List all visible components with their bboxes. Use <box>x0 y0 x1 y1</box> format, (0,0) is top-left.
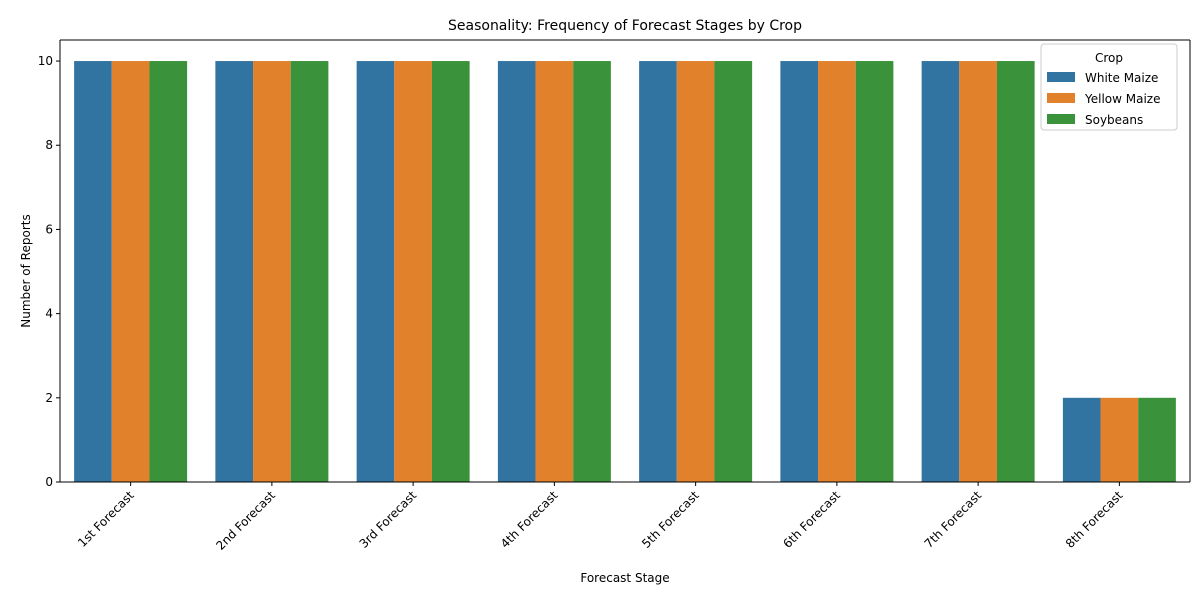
bar <box>431 61 470 483</box>
bar <box>676 61 715 483</box>
bar <box>1100 397 1139 482</box>
bar <box>290 61 329 483</box>
bar <box>535 61 574 483</box>
legend-swatch <box>1047 93 1075 103</box>
legend: Crop White Maize Yellow Maize Soybeans <box>1040 43 1178 131</box>
y-tick-label: 0 <box>45 475 53 489</box>
bar <box>639 61 677 483</box>
legend-title: Crop <box>1095 51 1123 65</box>
x-axis-title: Forecast Stage <box>580 571 669 585</box>
bars-group <box>74 61 1176 483</box>
bar <box>780 61 819 483</box>
bar <box>394 61 432 483</box>
bar <box>1138 397 1176 482</box>
bar <box>921 61 960 483</box>
bar <box>111 61 150 483</box>
y-axis-title: Number of Reports <box>19 214 33 327</box>
legend-label: White Maize <box>1085 71 1158 85</box>
y-tick-label: 4 <box>45 307 53 321</box>
bar <box>714 61 753 483</box>
y-tick-label: 2 <box>45 391 53 405</box>
bar <box>149 61 188 483</box>
bar <box>855 61 894 483</box>
bar <box>959 61 997 483</box>
bar <box>497 61 536 483</box>
y-tick-label: 6 <box>45 222 53 236</box>
legend-label: Yellow Maize <box>1084 92 1160 106</box>
y-tick-label: 8 <box>45 138 53 152</box>
bar <box>996 61 1035 483</box>
bar <box>215 61 254 483</box>
bar <box>573 61 611 483</box>
legend-items: White Maize Yellow Maize Soybeans <box>1047 71 1160 127</box>
legend-label: Soybeans <box>1085 113 1143 127</box>
legend-swatch <box>1047 72 1075 82</box>
bar <box>1062 397 1101 482</box>
chart-title: Seasonality: Frequency of Forecast Stage… <box>448 18 802 34</box>
bar <box>818 61 856 483</box>
bar <box>253 61 291 483</box>
legend-box <box>1040 43 1178 131</box>
bar <box>356 61 395 483</box>
legend-swatch <box>1047 114 1075 124</box>
y-tick-label: 10 <box>38 54 53 68</box>
bar <box>74 61 112 483</box>
